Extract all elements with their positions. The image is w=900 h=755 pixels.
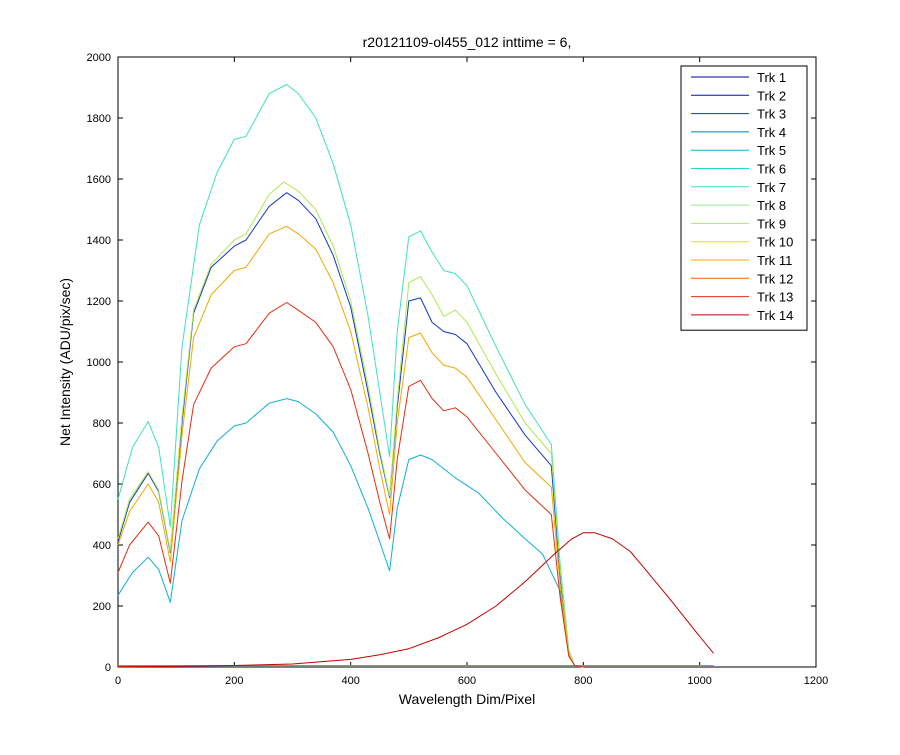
- legend-label: Trk 12: [757, 271, 793, 286]
- y-tick-label: 600: [93, 479, 111, 491]
- x-tick-label: 200: [225, 675, 243, 687]
- x-axis-title: Wavelength Dim/Pixel: [399, 691, 535, 707]
- legend-label: Trk 11: [757, 253, 792, 268]
- series-line-14: [117, 532, 714, 668]
- y-axis-title: Net Intensity (ADU/pix/sec): [57, 278, 73, 446]
- x-tick-label: 1000: [687, 675, 711, 687]
- legend-label: Trk 9: [757, 216, 786, 231]
- series-line-7: [117, 84, 584, 668]
- series-line-13: [117, 302, 584, 668]
- x-tick-label: 400: [341, 675, 359, 687]
- legend-label: Trk 5: [757, 143, 786, 158]
- x-tick-label: 600: [458, 675, 476, 687]
- legend-label: Trk 8: [757, 198, 786, 213]
- chart-title: r20121109-ol455_012 inttime = 6,: [363, 34, 572, 50]
- series-line-5: [117, 398, 584, 668]
- series-line-3: [117, 192, 584, 668]
- y-tick-label: 1800: [87, 113, 111, 125]
- y-tick-label: 1400: [87, 235, 111, 247]
- legend-label: Trk 13: [757, 290, 793, 305]
- legend-label: Trk 10: [757, 235, 793, 250]
- y-tick-label: 1200: [87, 296, 111, 308]
- legend-label: Trk 2: [757, 88, 786, 103]
- y-tick-label: 400: [93, 540, 111, 552]
- y-tick-label: 1600: [87, 174, 111, 186]
- legend-label: Trk 7: [757, 180, 786, 195]
- y-tick-label: 2000: [87, 52, 111, 64]
- x-tick-label: 1200: [804, 675, 828, 687]
- legend-label: Trk 3: [757, 107, 786, 122]
- series-line-11: [117, 225, 584, 668]
- series-line-9: [117, 181, 584, 668]
- x-tick-label: 800: [574, 675, 592, 687]
- x-tick-label: 0: [115, 675, 121, 687]
- legend: Trk 1 Trk 2 Trk 3 Trk 4 Trk 5 Trk 6 Trk 7 Trk 8…: [680, 65, 808, 331]
- y-tick-label: 200: [93, 601, 111, 613]
- legend-box: [680, 65, 808, 331]
- y-tick-label: 800: [93, 418, 111, 430]
- axis-ticks: 0 200 400 600 800 1000 1200 0 200 400 600 800 1000 12…: [87, 52, 829, 687]
- legend-label: Trk 1: [757, 70, 786, 85]
- legend-label: Trk 6: [757, 162, 786, 177]
- y-tick-label: 1000: [87, 357, 111, 369]
- legend-label: Trk 4: [757, 125, 786, 140]
- series-lines: [117, 84, 714, 668]
- y-tick-label: 0: [105, 662, 111, 674]
- legend-label: Trk 14: [757, 308, 793, 323]
